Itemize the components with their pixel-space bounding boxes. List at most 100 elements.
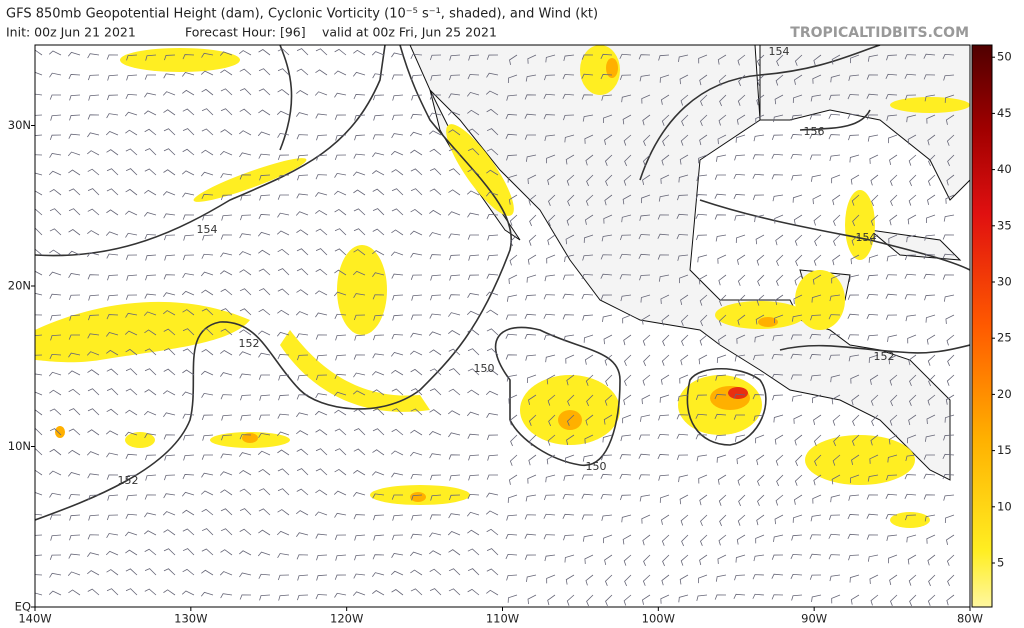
wind-barb (794, 434, 803, 446)
wind-barb (927, 134, 936, 146)
wind-barb (486, 434, 499, 441)
wind-barb (125, 254, 138, 260)
wind-barb (467, 293, 480, 298)
wind-barb (699, 554, 708, 566)
wind-barb (870, 214, 879, 226)
wind-barb (126, 494, 138, 501)
wind-barb (719, 94, 727, 107)
wind-barb (620, 434, 632, 442)
wind-barb (35, 428, 43, 436)
wind-barb (354, 554, 366, 561)
wind-barb (220, 508, 233, 516)
wind-barb (257, 330, 271, 336)
wind-barb (946, 594, 955, 606)
wind-barb (258, 573, 271, 579)
wind-barb (220, 173, 233, 179)
wind-barb (717, 474, 727, 485)
wind-barb (296, 48, 309, 56)
wind-barb (736, 334, 746, 344)
wind-barb (506, 374, 518, 382)
wind-barb (850, 254, 860, 265)
wind-barb (527, 254, 537, 265)
wind-barb (258, 508, 271, 516)
wind-barb (737, 274, 746, 286)
wind-barb (565, 354, 575, 364)
wind-barb (373, 114, 385, 121)
wind-barb (35, 49, 43, 56)
wind-barb (429, 313, 442, 319)
wind-barb (220, 394, 233, 400)
wind-barb (390, 351, 404, 357)
wind-barb (276, 431, 290, 437)
wind-barb (276, 230, 290, 236)
wind-barb (699, 74, 708, 86)
wind-barb (718, 74, 727, 86)
wind-barb (335, 554, 347, 561)
wind-barb (906, 234, 917, 243)
wind-barb (35, 334, 43, 336)
wind-barb (353, 469, 366, 476)
wind-barb (410, 168, 423, 176)
wind-barb (316, 134, 328, 141)
wind-barb (584, 434, 594, 444)
wind-barb (658, 274, 670, 282)
wind-barb (145, 254, 157, 261)
wind-barb (467, 74, 480, 80)
wind-barb (642, 574, 651, 586)
wind-barb (752, 394, 765, 400)
wind-barb (659, 494, 670, 503)
wind-barb (661, 114, 670, 126)
lat-label: EQ (15, 600, 31, 614)
wind-barb (638, 253, 651, 260)
wind-barb (105, 430, 119, 436)
wind-barb (391, 74, 404, 80)
wind-barb (638, 474, 651, 480)
wind-barb (219, 471, 233, 476)
wind-barb (679, 274, 689, 284)
wind-barb (67, 571, 81, 576)
wind-barb (942, 453, 955, 460)
wind-barb (790, 374, 803, 380)
wind-barb (354, 534, 366, 541)
wind-barb (35, 513, 43, 516)
wind-barb (144, 548, 157, 556)
wind-barb (201, 414, 214, 420)
wind-barb (716, 154, 727, 162)
wind-barb (448, 148, 461, 156)
wind-barb (695, 394, 708, 401)
wind-barb (182, 509, 195, 516)
wind-barb (679, 374, 689, 384)
wind-barb (201, 392, 214, 398)
wind-barb (68, 208, 81, 216)
wind-barb (334, 373, 347, 380)
wind-barb (600, 273, 613, 279)
wind-barb (466, 411, 480, 417)
wind-barb (679, 574, 689, 585)
wind-barb (736, 454, 746, 465)
wind-barb (106, 314, 119, 320)
wind-barb (567, 394, 575, 407)
wind-barb (315, 393, 328, 399)
wind-barb (201, 548, 214, 556)
wind-barb (871, 194, 879, 207)
wind-barb (297, 374, 309, 381)
wind-barb (813, 214, 822, 226)
wind-barb (585, 154, 594, 166)
wind-barb (619, 74, 632, 81)
wind-barb (642, 374, 651, 386)
wind-barb (392, 294, 404, 301)
wind-barb (316, 354, 328, 361)
wind-barb (942, 234, 955, 240)
wind-barb (510, 234, 518, 247)
wind-barb (510, 434, 518, 447)
wind-barb (372, 449, 385, 456)
wind-barb (315, 268, 328, 276)
wind-barb (546, 154, 556, 164)
wind-barb (583, 334, 594, 343)
wind-barb (830, 374, 841, 383)
wind-barb (909, 174, 917, 187)
wind-barb (466, 310, 480, 316)
wind-barb (791, 594, 803, 601)
wind-barb (771, 153, 784, 159)
